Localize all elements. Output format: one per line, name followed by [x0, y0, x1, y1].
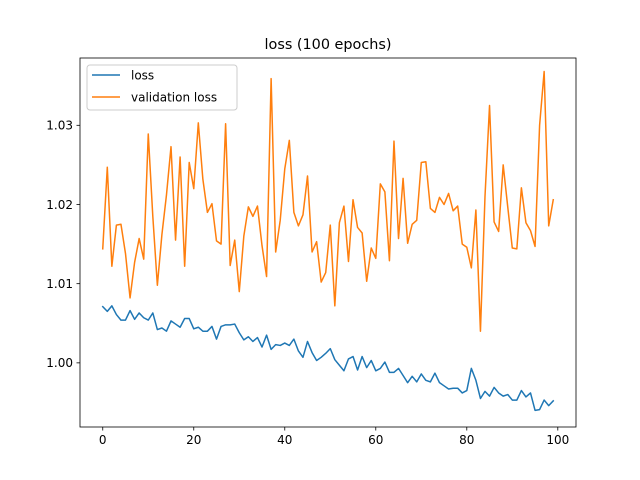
chart-title: loss (100 epochs) — [265, 37, 392, 53]
x-tick-label: 0 — [99, 433, 107, 447]
x-tick-label: 20 — [186, 433, 201, 447]
y-tick-label: 1.01 — [46, 277, 73, 291]
legend-box — [86, 64, 238, 111]
y-axis: 1.00 1.01 1.02 1.03 — [46, 119, 80, 370]
series-layer — [101, 70, 555, 412]
legend-label: validation loss — [131, 90, 217, 104]
x-tick-label: 80 — [459, 433, 474, 447]
plot-frame — [79, 57, 577, 428]
x-axis: 0 20 40 60 80 100 — [99, 427, 569, 447]
legend-label: loss — [131, 68, 154, 82]
x-tick-label: 100 — [546, 433, 569, 447]
legend: loss validation loss — [86, 64, 238, 111]
y-tick-label: 1.00 — [46, 356, 73, 370]
x-tick-label: 60 — [368, 433, 383, 447]
series-line-validation-loss — [101, 70, 555, 332]
y-tick-label: 1.02 — [46, 198, 73, 212]
x-tick-label: 40 — [277, 433, 292, 447]
series-line-loss — [101, 305, 555, 412]
y-tick-label: 1.03 — [46, 119, 73, 133]
